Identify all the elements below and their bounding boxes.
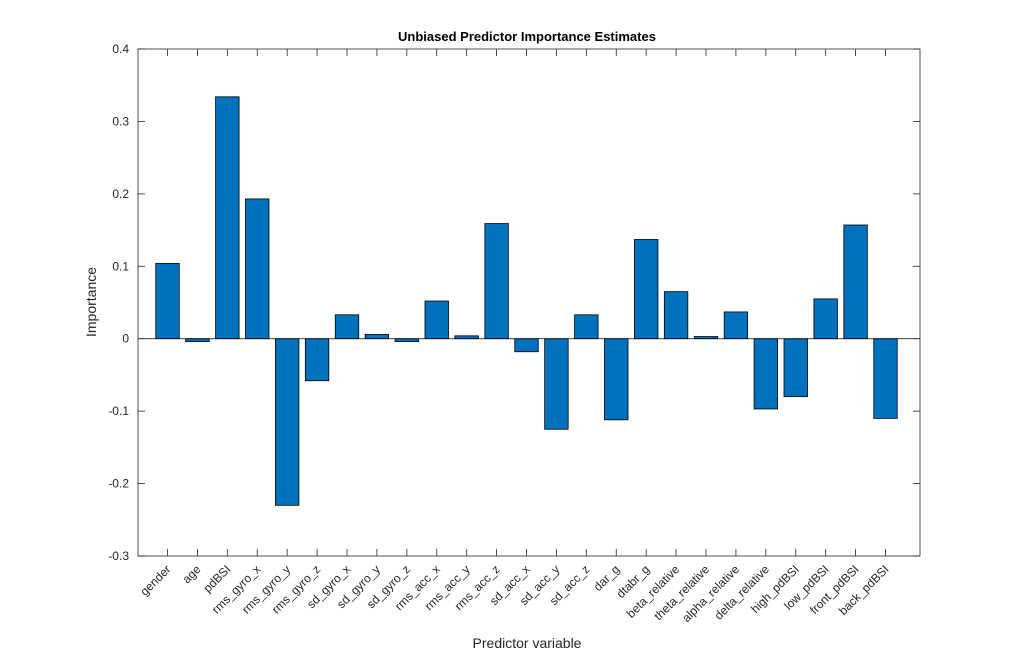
bar-back_pdBSI xyxy=(873,338,898,419)
bar-rms_gyro_y xyxy=(275,338,300,506)
y-tick-label: 0 xyxy=(122,332,129,346)
bars-group xyxy=(155,96,898,506)
y-tick-label: 0.1 xyxy=(112,259,129,273)
y-tick-label: -0.3 xyxy=(108,549,129,563)
y-axis-ticks: -0.3 -0.2 -0.1 0 0.1 0.2 0.3 0.4 xyxy=(108,42,920,563)
bar-alpha_relative xyxy=(723,311,749,340)
bar-rms_gyro_z xyxy=(304,338,330,382)
y-tick-label: 0.2 xyxy=(112,187,129,201)
plot-area-frame xyxy=(137,48,921,557)
x-tick-label-age: age xyxy=(179,562,203,586)
bar-beta_relative xyxy=(663,291,689,340)
bar-rms_acc_y xyxy=(454,335,479,340)
y-tick-label: 0.3 xyxy=(112,114,129,128)
bar-rms_acc_z xyxy=(484,223,509,340)
bar-dtabr_g xyxy=(634,239,659,340)
y-tick-label: -0.2 xyxy=(108,477,129,491)
bar-sd_acc_z xyxy=(574,314,599,340)
x-axis-label: Predictor variable xyxy=(473,635,582,651)
bar-rms_acc_x xyxy=(424,300,449,340)
bar-age xyxy=(185,338,210,343)
chart-title: Unbiased Predictor Importance Estimates xyxy=(398,29,656,44)
bar-delta_relative xyxy=(753,338,778,410)
bar-front_pdBSI xyxy=(843,224,868,340)
bar-sd_acc_y xyxy=(544,338,569,430)
bar-sd_gyro_x xyxy=(334,314,360,340)
y-tick-label: 0.4 xyxy=(112,42,129,56)
bar-gender xyxy=(155,262,180,340)
bar-rms_gyro_x xyxy=(245,198,270,340)
bar-sd_acc_x xyxy=(514,338,539,353)
bar-sd_gyro_z xyxy=(394,338,419,343)
y-axis-label: Importance xyxy=(83,267,99,337)
bar-low_pdBSI xyxy=(813,298,838,340)
bar-pdBSI xyxy=(215,96,240,340)
y-tick-label: -0.1 xyxy=(108,404,129,418)
bar-sd_gyro_y xyxy=(364,333,390,340)
bar-high_pdBSI xyxy=(783,338,808,398)
bar-dar_g xyxy=(604,338,629,421)
x-tick-label-gender: gender xyxy=(137,562,173,598)
